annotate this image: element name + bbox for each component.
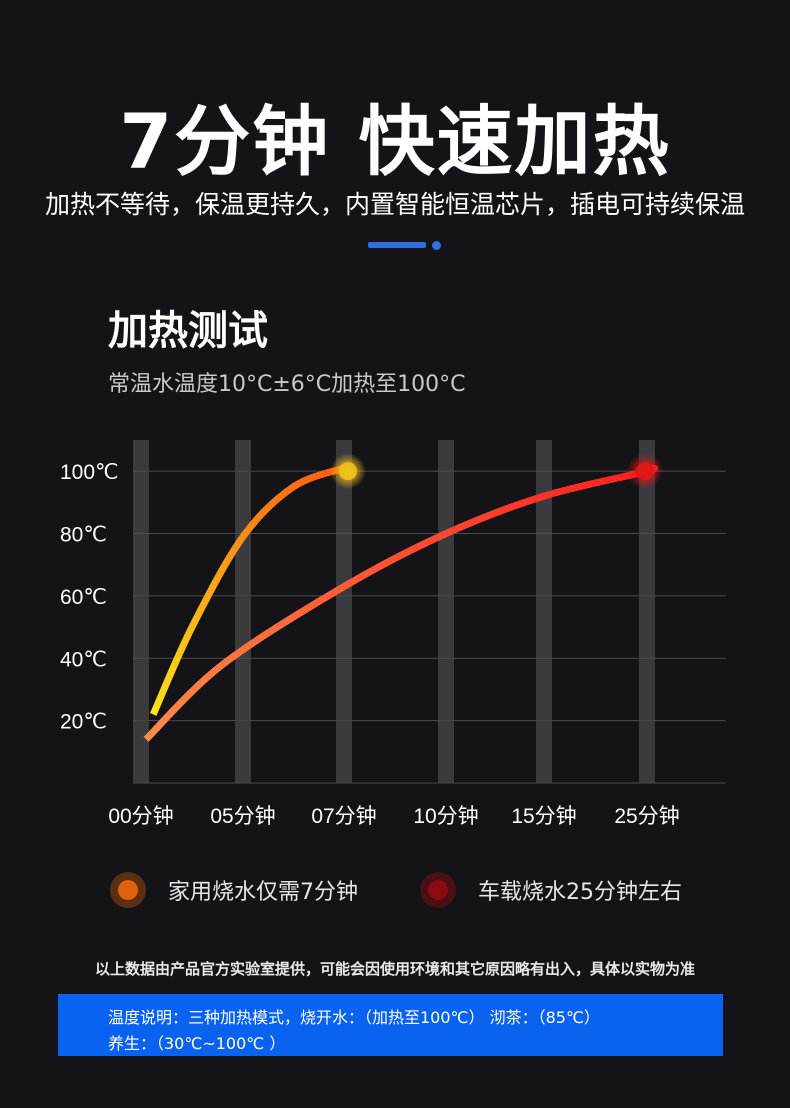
column-band [133,440,149,783]
x-tick-label: 07分钟 [311,805,376,828]
x-tick-label: 25分钟 [614,805,679,828]
y-tick-label: 80℃ [60,524,107,547]
note-line-2: 养生：（30℃~100℃ ） [108,1034,286,1053]
headline: 7分钟 快速加热 [119,97,671,186]
note-line-1: 温度说明：三种加热模式，烧开水：（加热至100℃） 沏茶：（85℃） [108,1008,600,1027]
column-band [336,440,352,783]
legend-item-home: 家用烧水仅需7分钟 [110,872,358,908]
legend-marker-car [420,872,456,908]
disclaimer: 以上数据由产品官方实验室提供，可能会因使用环境和其它原因略有出入，具体以实物为准 [94,960,695,978]
column-band [639,440,655,783]
y-tick-label: 40℃ [60,648,107,671]
x-tick-label: 15分钟 [511,805,576,828]
x-tick-label: 05分钟 [210,805,275,828]
y-tick-label: 60℃ [60,586,107,609]
legend-label-home: 家用烧水仅需7分钟 [168,880,358,905]
section-subtitle: 常温水温度10°C±6°C加热至100°C [108,372,466,397]
accent-bar [368,242,426,248]
series-end-point [339,462,357,481]
note-box: 温度说明：三种加热模式，烧开水：（加热至100℃） 沏茶：（85℃） 养生：（3… [58,994,723,1056]
column-band [235,440,251,783]
section-title: 加热测试 [108,308,268,354]
heating-chart: 20℃ 40℃ 60℃ 80℃ 100℃ 00分钟 05分钟 07分钟 10分钟 15分钟 25分… [60,440,726,828]
y-tick-label: 100℃ [60,461,119,484]
column-band [536,440,552,783]
y-tick-label: 20℃ [60,711,107,734]
legend-item-car: 车载烧水25分钟左右 [420,872,682,908]
legend-label-car: 车载烧水25分钟左右 [478,880,682,905]
series-end-point [636,462,654,481]
x-tick-label: 00分钟 [108,805,173,828]
series-line [143,464,659,742]
column-band [438,440,454,783]
subline: 加热不等待，保温更持久，内置智能恒温芯片，插电可持续保温 [44,190,745,219]
accent-dot [432,241,441,250]
series-line [150,464,346,716]
legend-marker-home [110,872,146,908]
x-tick-label: 10分钟 [413,805,478,828]
